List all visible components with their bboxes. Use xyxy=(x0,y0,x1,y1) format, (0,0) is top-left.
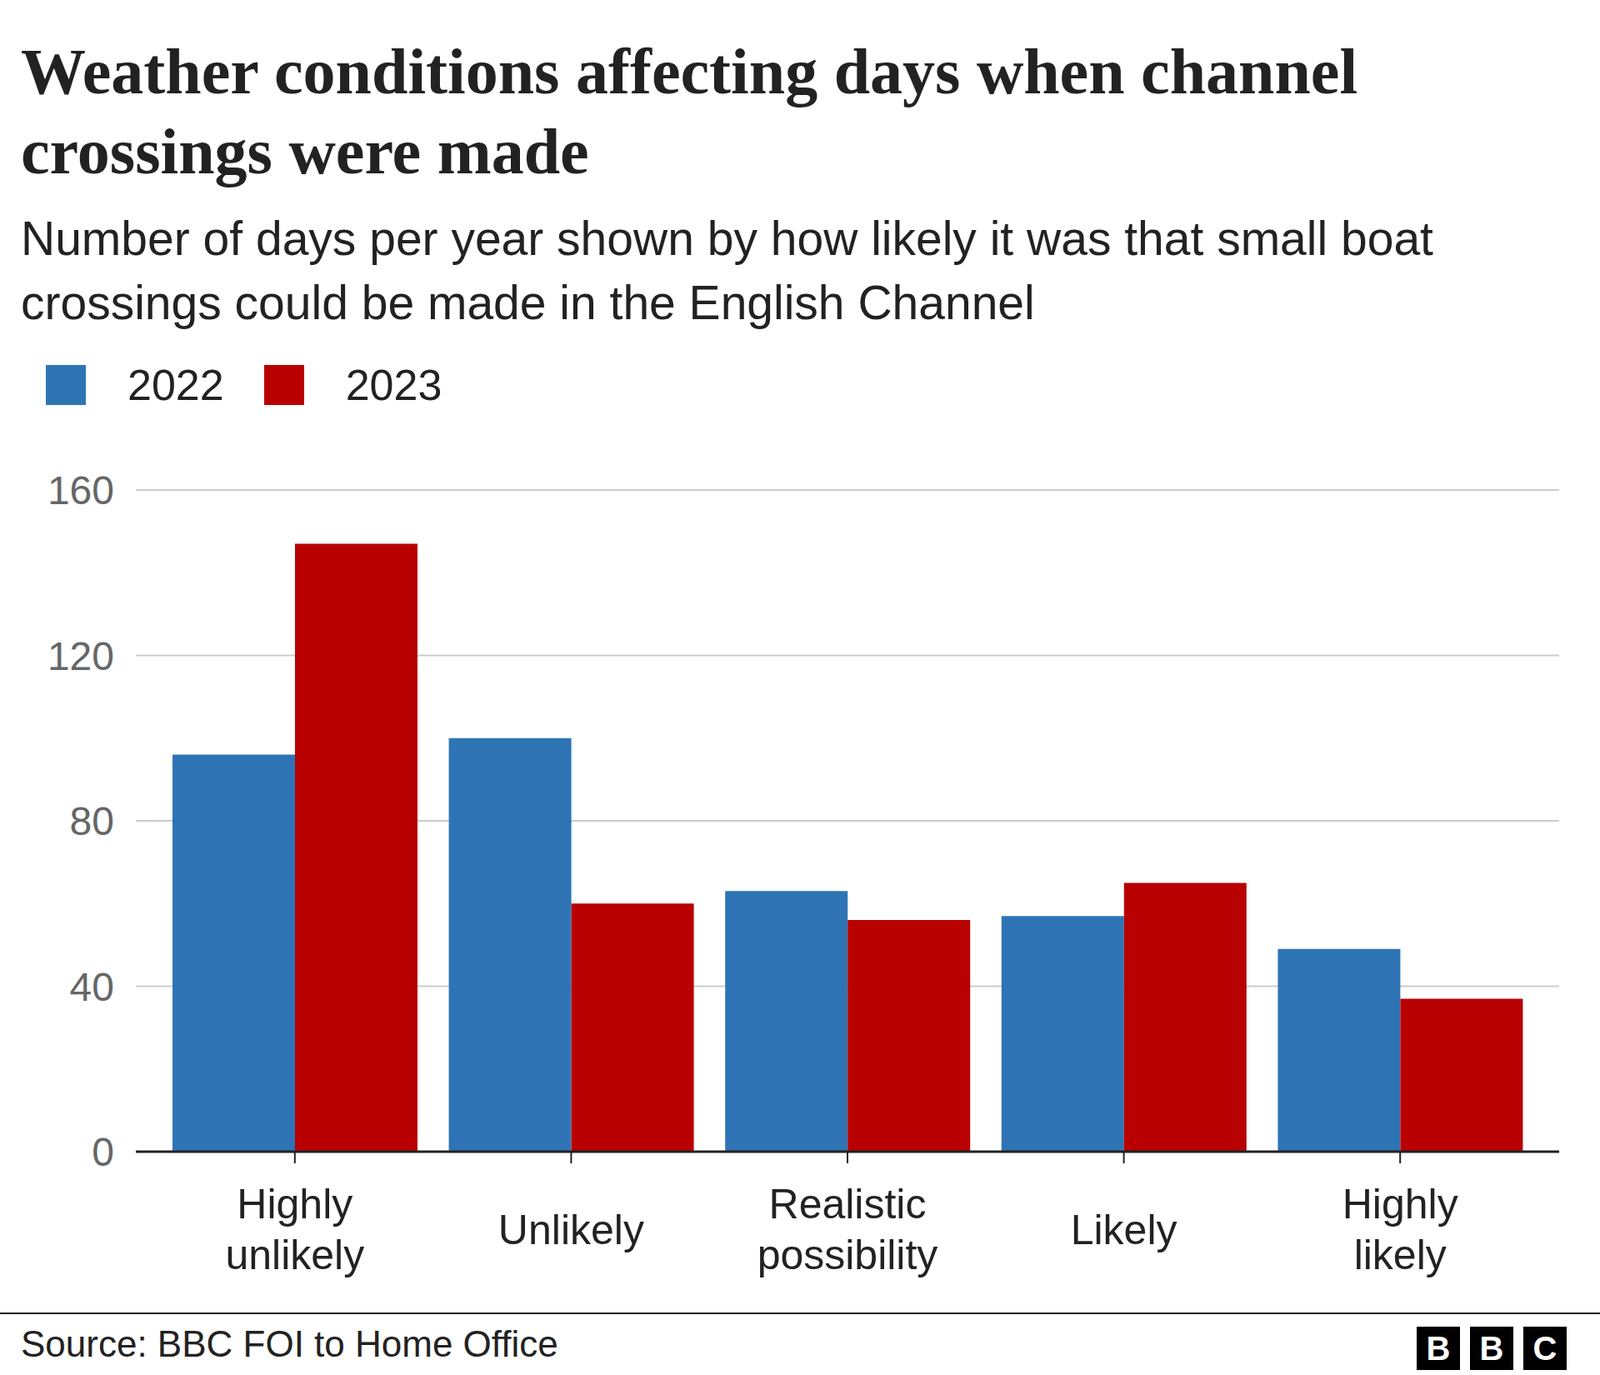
svg-text:Highly: Highly xyxy=(1342,1180,1459,1228)
html-text:C: C xyxy=(1532,1329,1557,1367)
svg-text:0: 0 xyxy=(91,1130,115,1175)
svg-text:unlikely: unlikely xyxy=(225,1231,365,1279)
html-text:Source: BBC FOI to Home Office: Source: BBC FOI to Home Office xyxy=(20,1323,559,1365)
html-text:B: B xyxy=(1479,1329,1504,1367)
html-text:2022: 2022 xyxy=(127,360,224,410)
svg-text:40: 40 xyxy=(70,965,115,1010)
svg-text:Realistic: Realistic xyxy=(769,1180,927,1228)
html-text:Weather conditions affecting d: Weather conditions affecting days when c… xyxy=(20,35,1358,188)
html-text:Number of days per year shown: Number of days per year shown by how lik… xyxy=(20,211,1434,330)
svg-text:120: 120 xyxy=(47,634,115,679)
svg-text:possibility: possibility xyxy=(757,1231,939,1279)
svg-text:160: 160 xyxy=(47,468,115,513)
svg-text:Likely: Likely xyxy=(1070,1206,1178,1254)
svg-text:80: 80 xyxy=(70,799,115,844)
svg-text:likely: likely xyxy=(1354,1231,1447,1279)
svg-text:Highly: Highly xyxy=(236,1180,353,1228)
svg-text:Unlikely: Unlikely xyxy=(498,1206,645,1254)
html-text:2023: 2023 xyxy=(345,360,442,410)
html-text:B: B xyxy=(1426,1329,1451,1367)
